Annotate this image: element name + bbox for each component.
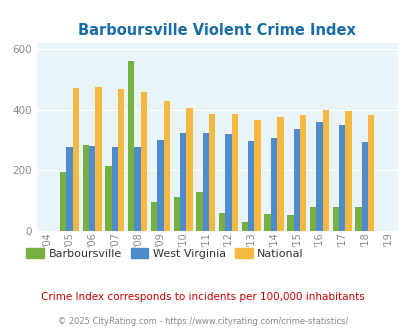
Bar	[254, 120, 260, 231]
Bar	[277, 117, 283, 231]
Bar	[83, 145, 89, 231]
Bar	[134, 147, 141, 231]
Bar	[209, 114, 215, 231]
Bar	[186, 108, 192, 231]
Text: Crime Index corresponds to incidents per 100,000 inhabitants: Crime Index corresponds to incidents per…	[41, 292, 364, 302]
Bar	[225, 134, 231, 231]
Bar	[338, 125, 345, 231]
Bar	[151, 202, 157, 231]
Bar	[322, 110, 328, 231]
Bar	[315, 122, 322, 231]
Bar	[95, 87, 102, 231]
Bar	[299, 115, 305, 231]
Bar	[157, 140, 163, 231]
Bar	[173, 197, 179, 231]
Bar	[163, 101, 170, 231]
Bar	[105, 166, 111, 231]
Bar	[332, 207, 338, 231]
Bar	[60, 173, 66, 231]
Bar	[361, 142, 367, 231]
Legend: Barboursville, West Virginia, National: Barboursville, West Virginia, National	[22, 244, 307, 263]
Bar	[345, 112, 351, 231]
Bar	[231, 114, 237, 231]
Bar	[118, 89, 124, 231]
Bar	[202, 133, 209, 231]
Bar	[270, 139, 277, 231]
Bar	[264, 214, 270, 231]
Bar	[66, 147, 72, 231]
Bar	[241, 222, 247, 231]
Bar	[179, 133, 186, 231]
Bar	[293, 129, 299, 231]
Bar	[111, 147, 118, 231]
Text: © 2025 CityRating.com - https://www.cityrating.com/crime-statistics/: © 2025 CityRating.com - https://www.city…	[58, 317, 347, 326]
Bar	[247, 141, 254, 231]
Bar	[367, 115, 373, 231]
Bar	[196, 191, 202, 231]
Title: Barboursville Violent Crime Index: Barboursville Violent Crime Index	[78, 22, 355, 38]
Bar	[354, 207, 361, 231]
Bar	[286, 215, 293, 231]
Bar	[218, 214, 225, 231]
Bar	[89, 146, 95, 231]
Bar	[309, 207, 315, 231]
Bar	[72, 88, 79, 231]
Bar	[141, 92, 147, 231]
Bar	[128, 61, 134, 231]
